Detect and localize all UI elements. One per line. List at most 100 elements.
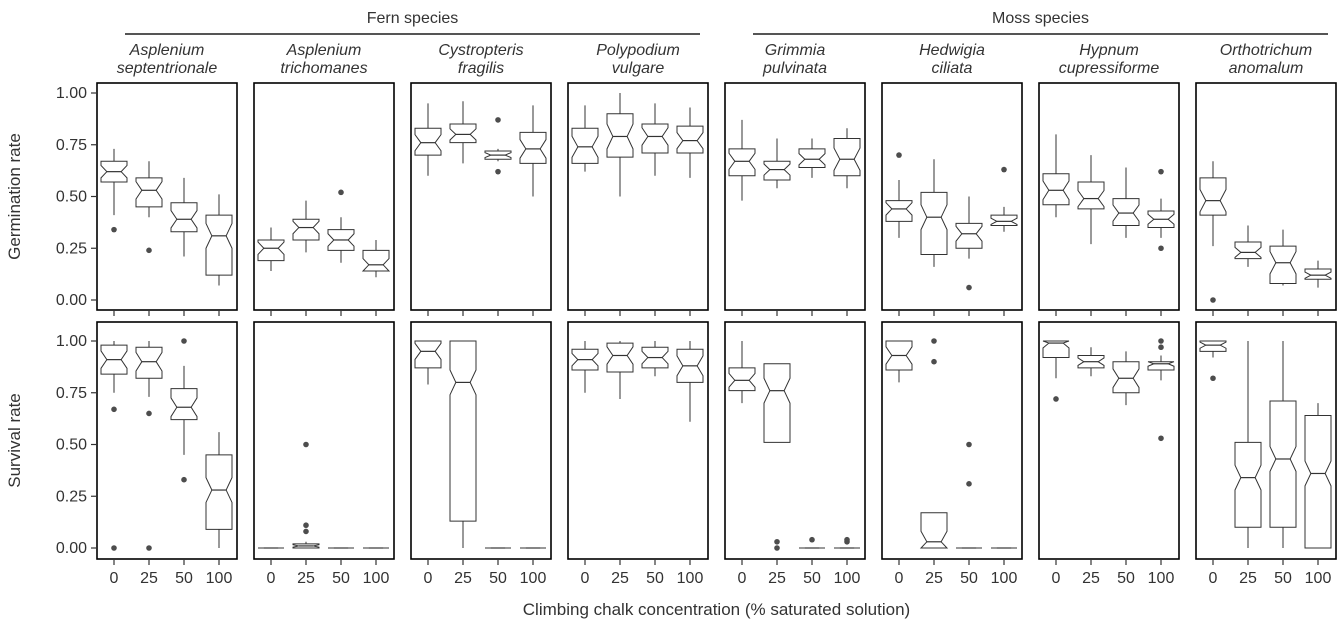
outlier-point: [1001, 166, 1007, 173]
x-tick-label: 100: [363, 570, 390, 587]
species-name: fragilis: [458, 60, 504, 77]
x-tick-label: 0: [424, 570, 433, 587]
x-tick-label: 100: [677, 570, 704, 587]
panel-frame: [410, 321, 552, 560]
x-tick-label: 0: [110, 570, 119, 587]
axis-ticks: 0.00 0.25 0.50 0.75 1.00 0.00 0.25 0.50 0.75 1.00…: [56, 85, 1332, 587]
box: [414, 103, 442, 176]
panel-germination: [1038, 82, 1180, 311]
x-tick-label: 0: [738, 570, 747, 587]
species-group-headers: Fern species Moss species: [125, 10, 1328, 35]
box: [519, 105, 547, 197]
box: [833, 128, 861, 189]
panel-frame: [410, 82, 552, 311]
y-tick-label: 1.00: [56, 85, 87, 102]
box: [571, 105, 599, 172]
outlier-point: [146, 410, 152, 417]
box: [1234, 341, 1262, 548]
outlier-point: [1053, 396, 1059, 402]
box: [135, 161, 163, 254]
panel-frame: [567, 321, 709, 560]
box: [205, 432, 233, 548]
outlier-point: [774, 545, 780, 551]
box-body: [763, 363, 791, 443]
box-body: [728, 148, 756, 177]
panel-frame: [96, 82, 238, 311]
y-tick-label: 0.25: [56, 240, 87, 257]
box-body: [1147, 361, 1175, 371]
panel-frame: [724, 321, 866, 560]
box: [292, 200, 320, 253]
box: [1112, 351, 1140, 406]
box: [327, 189, 355, 263]
panel-survival: [1195, 321, 1337, 560]
panel-germination: [253, 82, 395, 311]
box-body: [449, 340, 477, 522]
box: [1304, 260, 1332, 288]
y-tick-label: 0.00: [56, 292, 87, 309]
outlier-point: [111, 545, 117, 551]
box-body: [919, 512, 949, 549]
x-tick-label: 50: [175, 570, 193, 587]
panel-frame: [1195, 82, 1337, 311]
box: [885, 340, 913, 383]
outlier-point: [181, 476, 187, 483]
box-body: [1234, 241, 1262, 260]
group-label: Moss species: [992, 10, 1089, 27]
x-tick-label: 100: [834, 570, 861, 587]
box: [205, 194, 233, 286]
species-name: Cystropteris: [438, 42, 523, 59]
box-body: [1077, 181, 1105, 210]
box: [484, 117, 512, 175]
x-tick-label: 0: [895, 570, 904, 587]
outlier-point: [931, 338, 937, 344]
outlier-point: [1158, 168, 1164, 175]
box-body: [571, 127, 599, 164]
box: [1234, 225, 1262, 267]
outlier-point: [966, 481, 972, 487]
box-body: [170, 388, 198, 421]
box-body: [885, 200, 913, 222]
x-tick-label: 100: [520, 570, 547, 587]
y-tick-label: 0.75: [56, 137, 87, 154]
box-body: [798, 148, 826, 169]
box-body: [606, 113, 634, 158]
x-tick-label: 50: [960, 570, 978, 587]
panel-germination: [410, 82, 552, 311]
species-name: Orthotrichum: [1220, 42, 1312, 59]
box-body: [728, 367, 756, 392]
outlier-point: [809, 536, 815, 543]
x-tick-label: 100: [1148, 570, 1175, 587]
x-tick-label: 25: [297, 570, 315, 587]
x-axis-title: Climbing chalk concentration (% saturate…: [523, 600, 910, 619]
panel-frame: [96, 321, 238, 560]
outlier-point: [896, 152, 902, 158]
box-body: [990, 214, 1018, 226]
box: [606, 341, 634, 399]
species-name: Asplenium: [129, 42, 205, 59]
outlier-point: [181, 338, 187, 344]
box: [956, 441, 982, 549]
outlier-point: [1158, 435, 1164, 442]
box: [1304, 403, 1332, 549]
outlier-point: [495, 168, 501, 175]
y-tick-label: 1.00: [56, 333, 87, 350]
x-tick-label: 25: [768, 570, 786, 587]
outlier-point: [1158, 245, 1164, 252]
box-body: [1199, 340, 1227, 352]
box: [990, 166, 1018, 232]
panel-survival: [96, 321, 238, 560]
box: [170, 338, 198, 483]
box-body: [920, 191, 948, 255]
box: [170, 177, 198, 257]
box-body: [292, 218, 320, 241]
x-tick-label: 100: [991, 570, 1018, 587]
x-tick-label: 25: [925, 570, 943, 587]
species-name: septentrionale: [117, 60, 218, 77]
outlier-point: [844, 538, 850, 545]
box: [1147, 168, 1175, 252]
box-body: [955, 222, 983, 249]
box: [885, 152, 913, 238]
species-name: Hedwigia: [919, 42, 985, 59]
x-tick-label: 25: [140, 570, 158, 587]
